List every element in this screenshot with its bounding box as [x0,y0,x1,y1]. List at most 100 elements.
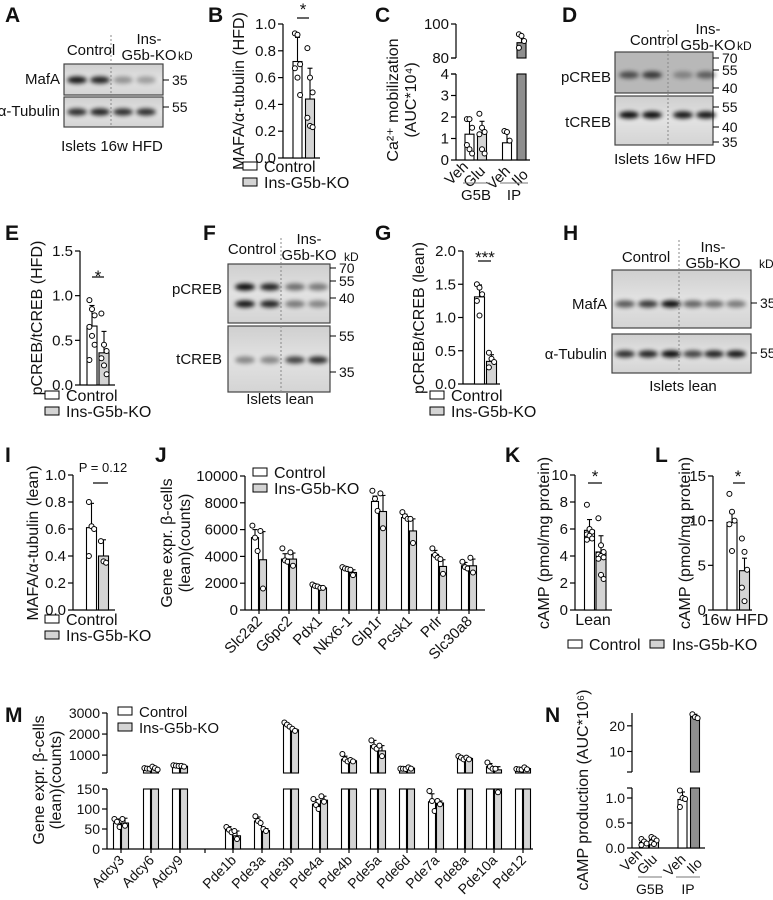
group-label: G5B [636,881,664,897]
legend-swatch-ko [242,177,258,187]
y-tick-label: 100 [77,801,101,817]
data-point [476,110,483,117]
y-tick-label: 4 [441,66,449,83]
data-point [643,840,650,847]
kd-marker: 35 [722,134,738,150]
protein-band [235,283,255,291]
y-tick-label: 150 [77,781,101,797]
legend-swatch-control [429,390,445,400]
data-point [595,555,602,562]
data-point [379,753,385,760]
data-point [476,312,483,319]
data-point [260,585,266,592]
data-point [729,508,735,515]
data-point [495,789,501,796]
legend-swatch-ko [429,406,445,416]
data-point [524,766,530,773]
kd-marker: 55 [722,99,738,115]
bar-C-2 [501,142,513,161]
bar-M-26 [514,788,524,850]
kd-marker: 55 [172,99,188,115]
data-point [290,562,296,569]
bar-M-25 [493,788,503,850]
data-point [651,841,657,847]
bar-J-10 [400,516,410,611]
bar-M-10 [282,788,292,850]
blot-caption: Islets lean [649,378,717,395]
data-point [491,359,498,366]
legend-label-control: Control [274,465,326,482]
legend-swatch-control [44,390,60,400]
data-point [429,798,435,804]
panel-label-A: A [5,4,20,27]
data-point [307,74,313,81]
protein-band [308,300,328,308]
data-point [589,535,596,542]
blot-row-label: α-Tubulin [0,103,60,120]
data-point [738,535,745,542]
bar-I-0 [85,527,98,611]
legend-swatch-control [567,639,583,649]
legend-swatch-ko [649,639,665,649]
data-point [252,813,259,820]
y-tick-label: 2000 [205,575,238,592]
blot-membrane [614,95,714,146]
kd-marker: 70 [339,260,355,276]
y-tick-label: 0 [441,152,449,169]
data-point [399,509,406,516]
y-tick-label: 0.5 [606,815,626,831]
western-blot-H [611,269,752,374]
legend-label-ko: Ins-G5b-KO [451,404,536,421]
data-point [600,554,607,561]
blot-row-label: tCREB [176,351,222,368]
data-point [600,575,607,582]
protein-band [615,350,635,358]
protein-band [308,283,328,291]
y-tick-label: 3000 [69,705,100,721]
significance-label: *** [475,248,495,267]
protein-band [673,71,693,79]
protein-band [285,356,305,364]
bar-J-2 [280,558,290,611]
group-label-ko: G5b-KO [680,37,735,54]
data-point [91,526,98,532]
bar-M-23 [464,788,474,850]
y-axis-label: (lean)(counts) [177,494,194,593]
y-tick-label: 10 [689,513,706,530]
data-point [469,124,476,131]
bar-C-3 [516,73,527,161]
data-point [318,793,325,800]
data-point [122,822,128,829]
panel-label-K: K [505,444,520,467]
data-point [741,548,748,555]
legend-label-control: Control [264,159,316,176]
data-point [466,756,472,763]
data-point [470,569,476,576]
data-point [731,517,738,524]
data-point [515,44,522,51]
data-point [469,150,476,157]
y-tick-label: 1.0 [45,467,66,484]
data-point [297,92,304,99]
data-point [339,751,346,758]
kd-marker: 40 [722,80,738,96]
protein-band [285,300,305,308]
data-point [86,323,93,330]
western-blot-F [227,263,331,393]
data-point [463,141,470,148]
data-point [504,129,510,136]
bar-J-8 [370,500,380,611]
protein-band [615,300,635,308]
y-tick-label: 20 [609,718,625,734]
legend-label-ko: Ins-G5b-KO [66,404,151,421]
bar-G-0 [473,296,486,385]
kd-unit: kD [759,257,773,271]
legend-label-ko: Ins-G5b-KO [264,175,349,192]
protein-band [704,350,724,358]
blot-membrane [611,269,752,329]
panel-label-I: I [5,444,11,467]
blot-row-label: pCREB [561,69,611,86]
data-point [313,802,319,808]
data-point [726,521,733,528]
data-point [429,545,436,552]
